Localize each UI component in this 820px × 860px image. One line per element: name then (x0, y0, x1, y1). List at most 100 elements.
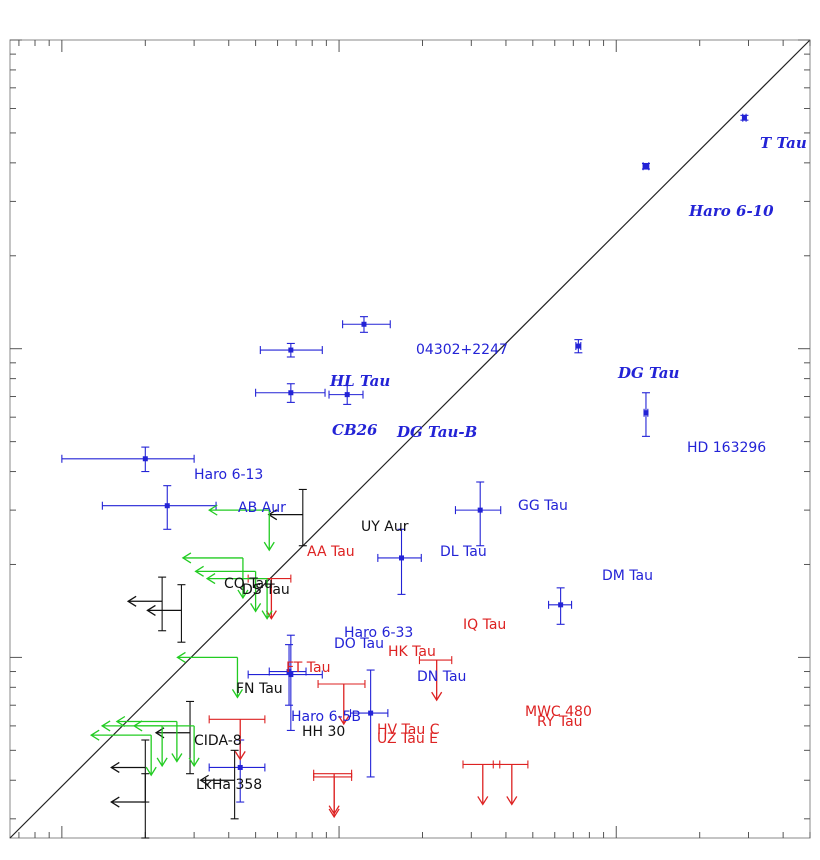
green-limit-left-head (181, 552, 192, 564)
green-limit-down-head (145, 766, 157, 777)
label-cq-tau: CQ Tau (224, 576, 273, 592)
label-mwc480: MWC 480 (525, 704, 592, 720)
green-limit-down-head (263, 541, 275, 552)
data-point-dm-tau (548, 587, 573, 625)
data-marker (237, 764, 243, 770)
green-limit-down-head (237, 589, 249, 600)
data-point-uz-tau-e (313, 772, 353, 819)
upper-limit-arrow-head (265, 610, 277, 620)
data-marker (643, 410, 649, 416)
green-limit-point (89, 729, 157, 777)
data-point-ds-tau (146, 584, 186, 643)
data-point-dn-tau (349, 669, 389, 778)
axis-ticks (10, 39, 811, 838)
upper-limit-arrow-head (199, 774, 209, 786)
label-dl-tau: DL Tau (440, 544, 487, 560)
green-limit-point (115, 715, 183, 763)
label-04302: 04302+2247 (416, 342, 508, 358)
green-limit-down-head (156, 757, 168, 768)
label-uy-aur: UY Aur (361, 519, 409, 535)
data-marker (361, 321, 367, 327)
data-point-dg-tau-b (328, 384, 364, 405)
data-marker (164, 503, 170, 509)
label-t-tau: T Tau (760, 134, 807, 152)
label-cb26: CB26 (332, 421, 378, 439)
label-hd163296: HD 163296 (687, 440, 766, 456)
data-point-04302-2247 (342, 316, 391, 333)
label-do-tau: DO Tau (334, 636, 384, 652)
data-point-ft-tau (208, 715, 266, 761)
label-hk-tau: HK Tau (388, 644, 436, 660)
green-limit-down-head (188, 757, 200, 768)
plot-frame (9, 39, 811, 839)
label-fn-tau: FN Tau (236, 681, 283, 697)
data-marker (288, 672, 294, 678)
data-point-hl-tau (259, 342, 323, 358)
upper-limit-arrow-head (110, 796, 120, 808)
label-hv-tau-c: HV Tau C (377, 722, 440, 738)
data-point-cida-8 (110, 739, 150, 803)
data-marker (558, 602, 564, 608)
upper-limit-arrow-head (126, 595, 137, 607)
data-point-hh-30 (199, 749, 239, 820)
label-ab-aur: AB Aur (238, 500, 286, 516)
green-limit-point (181, 552, 249, 600)
data-marker (575, 343, 581, 349)
one-to-one-line (9, 39, 811, 839)
data-marker (288, 347, 294, 353)
data-marker (288, 390, 294, 396)
green-limit-left-head (89, 729, 100, 741)
data-point-haro-6-13 (61, 446, 195, 473)
green-limit-left-head (205, 573, 216, 585)
green-limit-left-head (176, 651, 186, 663)
data-point-ab-aur (101, 485, 217, 530)
label-dm-tau: DM Tau (602, 568, 653, 584)
label-aa-tau: AA Tau (307, 544, 355, 560)
data-marker (643, 163, 649, 169)
data-point-t-tau (740, 113, 749, 122)
label-haro-6-13: Haro 6-13 (194, 467, 263, 483)
label-ft-tau: FT Tau (286, 660, 331, 676)
data-marker (399, 555, 405, 561)
green-limit-point (176, 651, 244, 699)
data-point-dg-tau (574, 339, 583, 354)
label-cida8: CIDA-8 (194, 733, 242, 749)
data-point-cb26 (255, 383, 326, 403)
data-marks (61, 113, 749, 839)
green-limit-down-head (261, 610, 273, 620)
data-point-uy-aur (267, 488, 307, 547)
data-point-hv-tau-c (313, 769, 353, 815)
label-ds-tau: DS Tau (242, 582, 290, 598)
upper-limit-arrow-head (477, 796, 489, 806)
data-marker (741, 115, 747, 121)
data-marker (368, 710, 374, 716)
label-ry-tau: RY Tau (537, 714, 583, 730)
upper-limit-arrow-head (506, 796, 518, 806)
upper-limit-arrow-head (146, 604, 156, 616)
upper-limit-arrow-head (110, 761, 120, 774)
green-limit-down-head (231, 689, 244, 699)
green-limit-left-head (100, 720, 111, 732)
data-marker (344, 392, 350, 398)
data-point-haro-6-10 (641, 162, 650, 171)
green-limit-left-head (208, 504, 218, 516)
label-lkha358: LkHa 358 (196, 777, 262, 793)
label-gg-tau: GG Tau (518, 498, 568, 514)
label-uz-tau-e: UZ Tau E (377, 731, 438, 747)
upper-limit-arrow-head (328, 808, 340, 819)
label-iq-tau: IQ Tau (463, 617, 506, 633)
data-point-haro-6-33 (268, 644, 307, 706)
data-marker (286, 669, 292, 675)
data-point-hd-163296 (641, 392, 650, 437)
label-hl-tau: HL Tau (329, 372, 390, 390)
label-hh30: HH 30 (302, 724, 345, 740)
green-limit-down-head (171, 753, 183, 763)
data-marker (477, 507, 483, 513)
label-haro-6-33: Haro 6-33 (344, 625, 413, 641)
data-point-cq-tau (126, 576, 167, 632)
upper-limit-arrow-head (431, 691, 443, 702)
green-limit-point (208, 504, 275, 552)
data-point-ry-tau (492, 760, 529, 806)
green-limit-down-head (250, 603, 262, 613)
